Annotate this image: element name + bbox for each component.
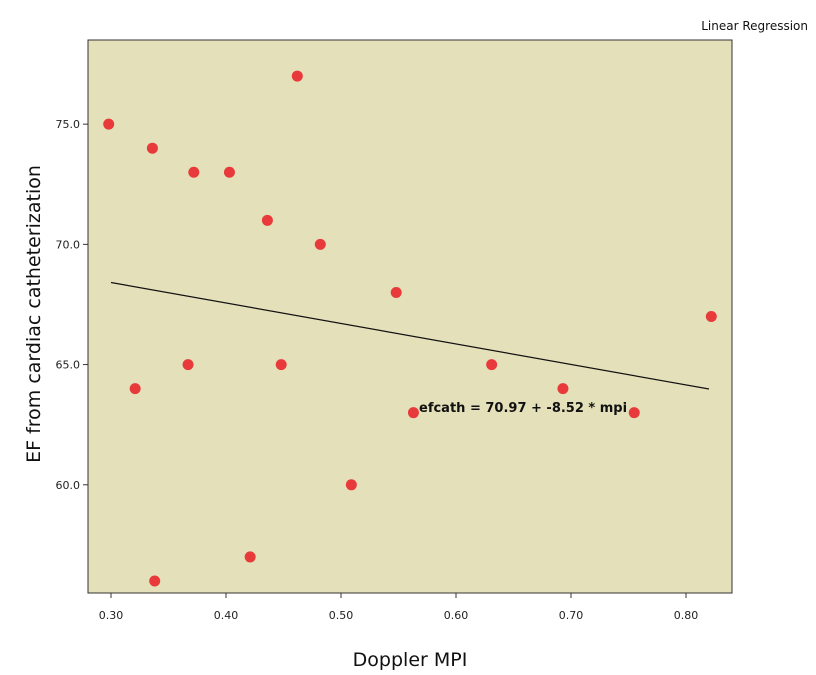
data-point-18 bbox=[628, 407, 640, 419]
data-point-2 bbox=[129, 383, 141, 395]
regression-line-group bbox=[110, 281, 710, 390]
data-point-3 bbox=[146, 142, 158, 154]
regression-line bbox=[110, 281, 710, 390]
data-point-7 bbox=[223, 166, 235, 178]
data-point-5 bbox=[182, 359, 194, 371]
data-point-12 bbox=[314, 238, 326, 250]
x-tick-label: 0.40 bbox=[214, 609, 239, 622]
y-tick-label: 70.0 bbox=[56, 238, 81, 251]
x-tick-label: 0.70 bbox=[559, 609, 584, 622]
chart-title: Linear Regression bbox=[701, 19, 808, 33]
plot-area bbox=[87, 39, 733, 594]
data-point-17 bbox=[557, 383, 569, 395]
axis-ticks: 0.30 0.40 0.50 0.60 0.70 0.80 75.0 70.0 65.0 60.0 bbox=[56, 118, 699, 622]
data-point-13 bbox=[345, 479, 357, 491]
y-tick-label: 75.0 bbox=[56, 118, 81, 131]
y-axis-title: EF from cardiac catheterization bbox=[23, 165, 45, 463]
y-tick-label: 65.0 bbox=[56, 359, 81, 372]
x-tick-label: 0.30 bbox=[99, 609, 124, 622]
data-point-1 bbox=[103, 118, 115, 130]
data-point-9 bbox=[261, 214, 273, 226]
x-tick-label: 0.60 bbox=[444, 609, 469, 622]
data-point-10 bbox=[275, 359, 287, 371]
data-point-14 bbox=[390, 286, 402, 298]
data-point-19 bbox=[705, 311, 717, 322]
data-point-15 bbox=[407, 407, 419, 419]
data-point-6 bbox=[188, 166, 200, 178]
data-point-16 bbox=[486, 359, 498, 371]
data-point-4 bbox=[149, 575, 161, 587]
data-point-8 bbox=[244, 551, 256, 563]
data-point-11 bbox=[291, 70, 303, 82]
y-tick-label: 60.0 bbox=[56, 479, 81, 492]
regression-equation: efcath = 70.97 + -8.52 * mpi bbox=[419, 401, 627, 416]
x-tick-label: 0.50 bbox=[329, 609, 354, 622]
x-tick-label: 0.80 bbox=[674, 609, 699, 622]
x-axis-title: Doppler MPI bbox=[353, 649, 468, 671]
data-points bbox=[103, 70, 717, 587]
